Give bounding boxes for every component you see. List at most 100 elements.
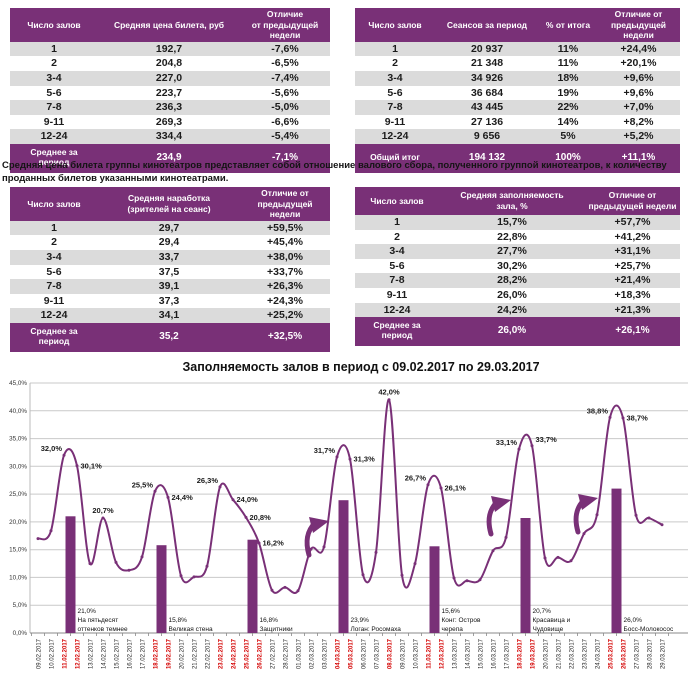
footer-cell: +11,1% — [597, 144, 680, 173]
table-cell: +18,3% — [614, 288, 651, 301]
table-cell: 24,2% — [497, 303, 527, 316]
x-axis-label: 26.03.2017 — [622, 638, 628, 669]
trend-arrow-head — [578, 494, 598, 510]
premiere-annotation: оттенков темнее — [78, 626, 129, 633]
table-cell: 12-24 — [381, 130, 409, 143]
column-header: Число залов — [355, 8, 435, 42]
point-label: 24,0% — [237, 495, 259, 504]
table-cell: 39,1 — [158, 280, 180, 293]
point-label: 32,0% — [41, 444, 63, 453]
column-header: Отличие от предыдущей недели — [597, 8, 680, 42]
point-marker — [127, 568, 131, 572]
table-cell: 9-11 — [43, 115, 65, 128]
column-header: Число залов — [355, 187, 439, 215]
x-axis-label: 28.03.2017 — [648, 638, 654, 669]
table-row: 2 29,4 +45,4% — [10, 235, 330, 250]
footer-row: Среднее за период 35,2 +32,5% — [10, 323, 330, 352]
point-marker — [88, 562, 92, 566]
footer-cell: Среднее за период — [10, 323, 98, 352]
table-cell: 3-4 — [46, 72, 62, 85]
attendance-per-session-table: Число залов Средняя наработка (зрителей н… — [10, 187, 330, 353]
point-marker — [465, 579, 469, 583]
premiere-annotation: Логан: Росомаха — [351, 626, 402, 633]
trend-arrow-head — [491, 496, 511, 512]
point-marker — [62, 453, 66, 457]
table-cell: 7-8 — [387, 101, 403, 114]
table-cell: 22% — [557, 101, 579, 114]
footer-cell: 234,9 — [98, 144, 240, 173]
column-header: Отличие от предыдущей недели — [240, 8, 330, 42]
table-cell: +31,1% — [614, 245, 651, 258]
column-header: Отличие от предыдущей недели — [585, 187, 680, 215]
point-label: 38,8% — [587, 406, 609, 415]
header-row: Число залов Сеансов за период% от итога От… — [355, 8, 680, 42]
data-table: Число залов Средняя наработка (зрителей н… — [10, 187, 330, 353]
table-cell: 5-6 — [46, 265, 62, 278]
table-cell: 30,2% — [497, 259, 527, 272]
table-row: 1 15,7% +57,7% — [355, 215, 680, 230]
x-axis-label: 25.02.2017 — [245, 638, 251, 669]
column-header: % от итога — [539, 8, 597, 42]
point-label: 25,5% — [132, 480, 154, 489]
x-axis-label: 10.02.2017 — [50, 638, 56, 669]
table-cell: 12-24 — [40, 309, 68, 322]
x-axis-label: 27.02.2017 — [271, 638, 277, 669]
table-cell: 21 348 — [470, 57, 504, 70]
table-cell: 2 — [394, 230, 400, 243]
table-cell: +20,1% — [620, 57, 657, 70]
premiere-bar — [156, 545, 167, 633]
table-cell: 33,7 — [158, 251, 180, 264]
y-axis-label: 35,0% — [9, 436, 27, 443]
x-axis-label: 16.03.2017 — [492, 638, 498, 669]
footer-cell: -7,1% — [240, 144, 330, 173]
x-axis-label: 09.02.2017 — [37, 638, 43, 669]
table-row: 5-6 223,7 -5,6% — [10, 86, 330, 101]
point-label: 20,8% — [250, 513, 272, 522]
table-row: 2 204,8 -6,5% — [10, 56, 330, 71]
footer-cell: +32,5% — [240, 323, 330, 352]
point-marker — [452, 576, 456, 580]
point-marker — [101, 516, 105, 520]
table-cell: 29,4 — [158, 236, 180, 249]
x-axis-label: 29.03.2017 — [661, 638, 667, 669]
table-row: 9-11 26,0% +18,3% — [355, 288, 680, 303]
table-cell: 5% — [560, 130, 576, 143]
table-row: 5-6 36 684 19% +9,6% — [355, 86, 680, 101]
trend-arrow-head — [309, 517, 329, 533]
point-label: 42,0% — [378, 388, 400, 397]
point-marker — [75, 464, 79, 468]
point-marker — [218, 485, 222, 489]
point-label: 24,4% — [172, 493, 194, 502]
point-marker — [244, 515, 248, 519]
x-axis-label: 23.03.2017 — [583, 638, 589, 669]
table-cell: 9-11 — [43, 294, 65, 307]
table-cell: 9 656 — [473, 130, 501, 143]
y-axis-label: 15,0% — [9, 547, 27, 554]
point-marker — [439, 486, 443, 490]
point-marker — [387, 398, 391, 402]
premiere-bar — [429, 546, 440, 633]
table-cell: 334,4 — [155, 130, 183, 143]
x-axis-label: 16.02.2017 — [128, 638, 134, 669]
table-cell: +24,3% — [267, 294, 303, 307]
table-row: 7-8 43 445 22% +7,0% — [355, 100, 680, 115]
footer-cell: +26,1% — [585, 317, 680, 346]
premiere-bar — [520, 518, 531, 633]
x-axis-label: 07.03.2017 — [375, 638, 381, 669]
data-table: Число залов Средняя цена билета, руб Отлич… — [10, 8, 330, 174]
point-marker — [478, 578, 482, 582]
y-axis-label: 40,0% — [9, 408, 27, 415]
table-row: 7-8 39,1 +26,3% — [10, 279, 330, 294]
table-row: 9-11 37,3 +24,3% — [10, 294, 330, 309]
point-label: 26,1% — [445, 484, 467, 493]
table-cell: +57,7% — [614, 216, 651, 228]
x-axis-label: 01.03.2017 — [297, 638, 303, 669]
table-cell: 5-6 — [389, 259, 405, 272]
table-cell: 7-8 — [46, 280, 62, 293]
table-row: 1 20 937 11% +24,4% — [355, 41, 680, 57]
point-marker — [621, 416, 625, 420]
x-axis-label: 12.03.2017 — [440, 638, 446, 669]
table-cell: 14% — [557, 115, 579, 128]
x-axis-label: 09.03.2017 — [401, 638, 407, 669]
